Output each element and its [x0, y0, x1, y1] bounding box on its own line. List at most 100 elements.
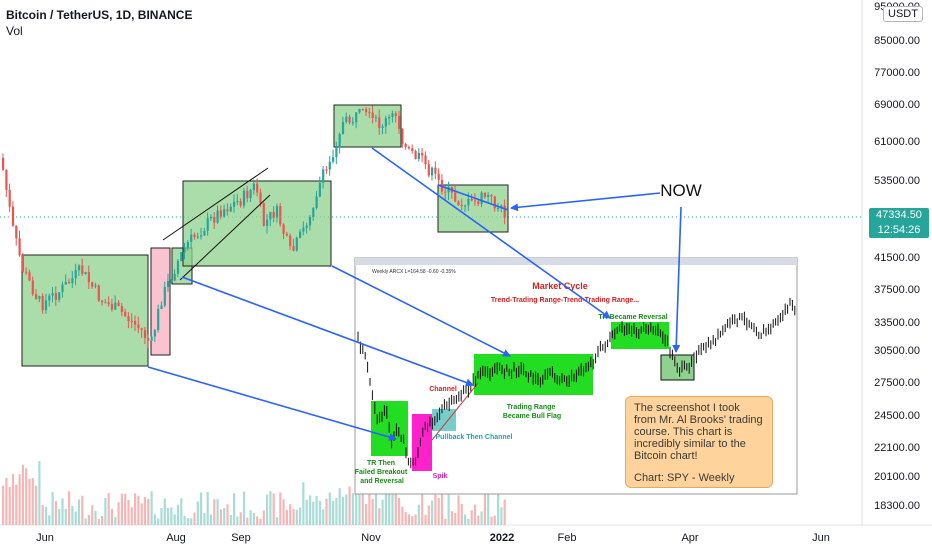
volume-bar: [335, 497, 338, 525]
candle-body: [368, 112, 371, 114]
x-tick-label: Feb: [558, 532, 577, 544]
candle-body: [252, 183, 255, 190]
volume-bar: [206, 491, 209, 525]
volume-bar: [252, 512, 255, 525]
candle-body: [434, 167, 437, 174]
volume-bar: [15, 484, 18, 525]
candle-body: [236, 201, 239, 203]
y-tick-label: 18300.00: [874, 500, 920, 512]
volume-bar: [427, 505, 430, 525]
volume-bar: [374, 483, 378, 525]
candle-body: [242, 190, 246, 206]
volume-bar: [308, 495, 312, 525]
volume-label[interactable]: Vol: [6, 24, 23, 38]
volume-bar: [275, 517, 279, 525]
candle-body: [473, 200, 477, 202]
volume-bar: [180, 498, 183, 525]
candle-body: [71, 278, 74, 284]
box-now-range: [437, 184, 509, 233]
volume-bar: [503, 499, 506, 525]
candle-body: [91, 282, 94, 287]
candle-body: [219, 210, 222, 217]
candle-body: [35, 294, 38, 299]
candle-body: [203, 230, 206, 236]
symbol-title[interactable]: Bitcoin / TetherUS, 1D, BINANCE: [6, 8, 193, 22]
candle-body: [414, 150, 417, 159]
volume-bar: [190, 518, 193, 525]
candle-body: [355, 112, 358, 123]
volume-bars: [2, 461, 506, 525]
candle-body: [460, 204, 463, 207]
candle-body: [74, 270, 77, 279]
candle-body: [269, 211, 272, 220]
volume-bar: [61, 498, 64, 525]
volume-bar: [262, 510, 265, 525]
candle-body: [358, 108, 361, 113]
candle-body: [394, 113, 397, 117]
channel-line-upper: [162, 167, 269, 241]
candle-body: [256, 183, 259, 193]
note-callout: The screenshot I took from Mr. Al Brooks…: [625, 396, 773, 488]
inset-box-pullback: [432, 409, 456, 431]
volume-bar: [424, 514, 427, 525]
volume-bar: [51, 491, 54, 525]
volume-bar: [480, 511, 483, 525]
volume-bar: [391, 482, 394, 525]
candle-body: [209, 216, 213, 219]
candle-body: [58, 292, 61, 300]
volume-bar: [196, 501, 199, 525]
volume-bar: [437, 497, 440, 525]
box-spike: [150, 247, 171, 356]
volume-bar: [493, 515, 496, 525]
candle-body: [424, 155, 427, 165]
volume-bar: [233, 493, 236, 525]
volume-bar: [322, 509, 325, 525]
inset-title: Market Cycle: [532, 281, 588, 291]
candle-body: [404, 143, 407, 147]
y-axis-ticks: 95000.0085000.0077000.0069000.0061000.00…: [874, 1, 920, 512]
candle-body: [467, 198, 470, 206]
candle-body: [183, 247, 186, 253]
volume-bar: [460, 504, 463, 525]
candle-body: [163, 286, 166, 306]
candle-body: [153, 330, 156, 337]
volume-bar: [186, 518, 189, 525]
currency-button[interactable]: USDT: [883, 6, 923, 22]
volume-bar: [153, 514, 156, 525]
candle-body: [259, 192, 262, 204]
volume-bar: [81, 495, 84, 525]
volume-bar: [31, 478, 34, 525]
volume-bar: [470, 510, 473, 525]
x-tick-label: Nov: [361, 532, 381, 544]
volume-bar: [483, 492, 486, 525]
y-tick-label: 20100.00: [874, 471, 920, 483]
candle-body: [431, 167, 434, 176]
candle-body: [2, 158, 5, 170]
candle-body: [493, 196, 496, 209]
candle-body: [8, 189, 11, 207]
candle-body: [285, 233, 288, 236]
candle-body: [341, 121, 345, 134]
volume-bar: [157, 518, 160, 525]
volume-bar: [348, 486, 351, 525]
y-tick-label: 37500.00: [874, 284, 920, 296]
volume-bar: [120, 493, 123, 525]
price-axis[interactable]: [862, 0, 932, 550]
candle-body: [41, 295, 44, 311]
volume-bar: [28, 478, 31, 525]
volume-bar: [25, 468, 28, 525]
volume-bar: [84, 518, 87, 525]
candle-body: [272, 211, 275, 218]
volume-bar: [246, 517, 249, 525]
candle-body: [315, 196, 318, 208]
volume-bar: [97, 518, 100, 525]
y-tick-label: 33500.00: [874, 317, 920, 329]
volume-bar: [203, 513, 206, 525]
volume-bar: [421, 492, 424, 525]
volume-bar: [229, 515, 232, 525]
inset-label-trading-range: Trading Range Became Bull Flag: [503, 404, 561, 420]
volume-bar: [328, 492, 331, 525]
volume-bar: [434, 494, 437, 525]
volume-bar: [351, 493, 354, 525]
